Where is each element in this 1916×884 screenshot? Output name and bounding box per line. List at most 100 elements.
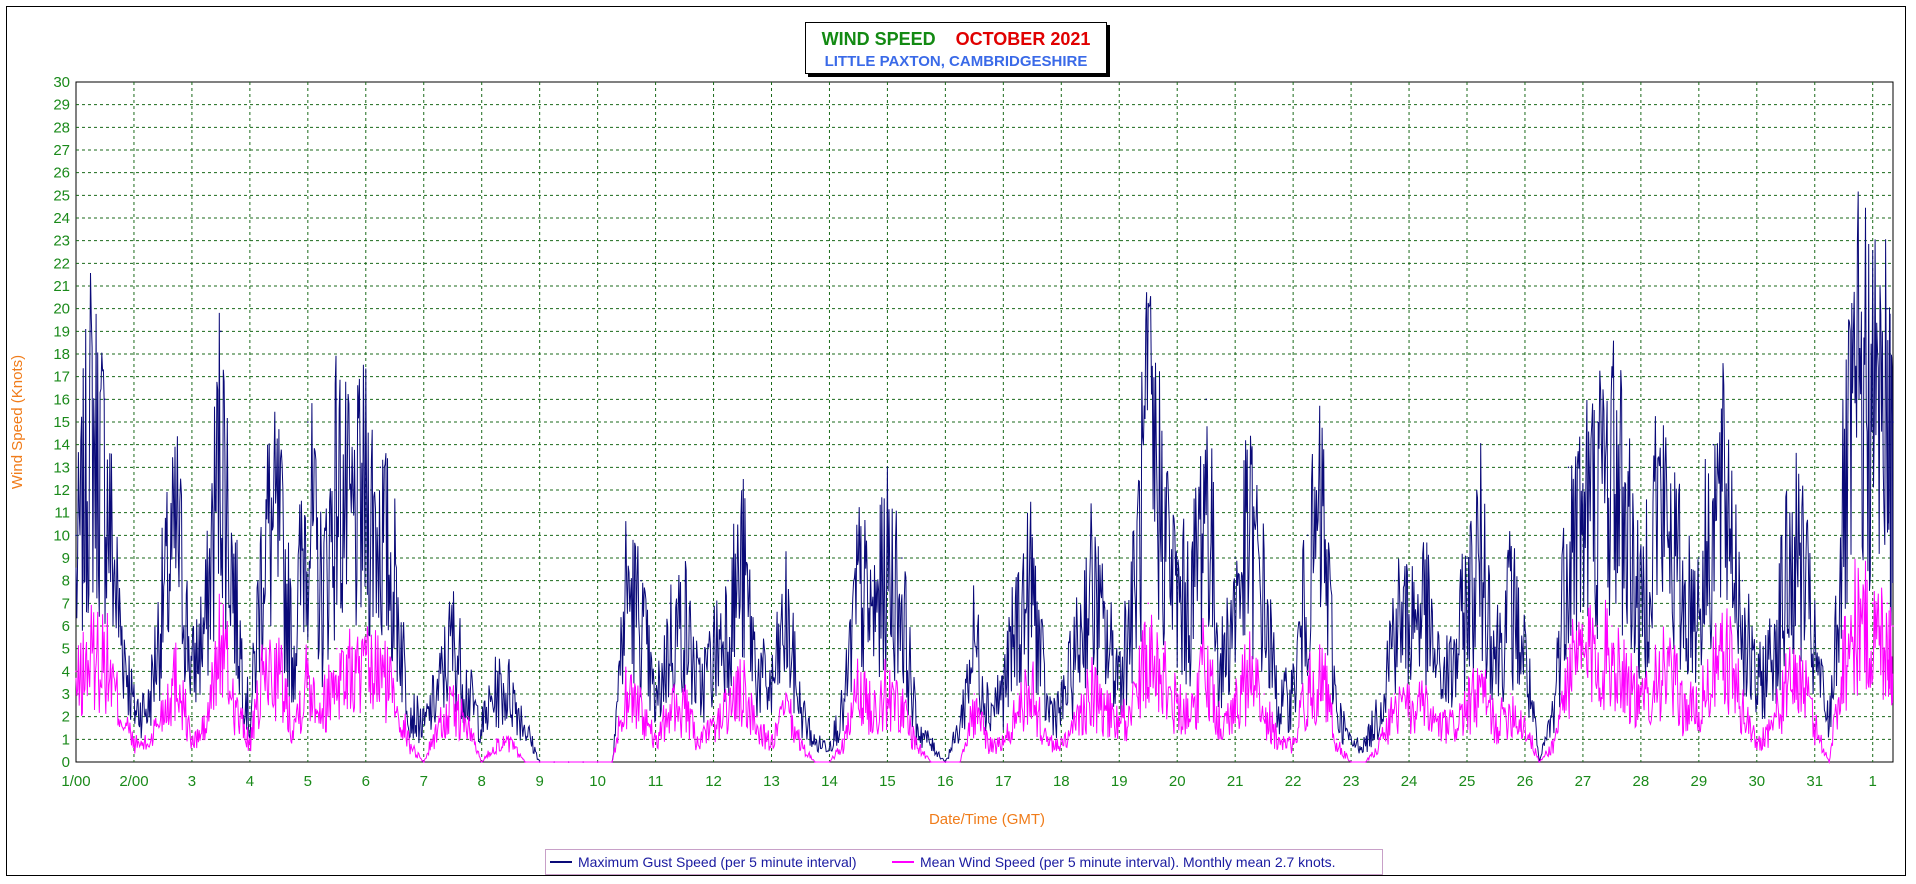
y-tick-label: 1 bbox=[62, 731, 70, 748]
data-point bbox=[147, 738, 150, 741]
y-tick-label: 13 bbox=[53, 459, 70, 476]
data-point bbox=[408, 738, 411, 741]
data-point bbox=[930, 761, 932, 763]
data-point bbox=[1321, 443, 1323, 446]
data-point bbox=[205, 579, 208, 582]
data-point bbox=[1669, 466, 1671, 469]
y-tick-label: 12 bbox=[53, 482, 70, 499]
data-point bbox=[785, 579, 787, 582]
data-point bbox=[1466, 557, 1468, 559]
data-point bbox=[1640, 693, 1642, 695]
data-point bbox=[1364, 761, 1367, 763]
data-point bbox=[1205, 625, 1207, 627]
data-point bbox=[263, 466, 266, 469]
data-point bbox=[234, 557, 237, 559]
data-point bbox=[1770, 715, 1773, 718]
data-point bbox=[176, 647, 179, 650]
data-point bbox=[1799, 489, 1802, 491]
y-tick-label: 5 bbox=[62, 641, 70, 658]
data-point bbox=[1524, 625, 1526, 627]
x-tick-label: 5 bbox=[304, 773, 312, 790]
data-point bbox=[1842, 625, 1845, 627]
y-tick-label: 18 bbox=[53, 346, 70, 363]
x-tick-label: 16 bbox=[937, 773, 954, 790]
data-point bbox=[1770, 625, 1773, 627]
data-point bbox=[1263, 557, 1265, 559]
data-point bbox=[1103, 602, 1106, 605]
data-point bbox=[567, 761, 570, 763]
data-point bbox=[1074, 715, 1077, 718]
data-point bbox=[640, 693, 642, 695]
x-tick-label: 7 bbox=[420, 773, 428, 790]
x-tick-label: 19 bbox=[1111, 773, 1128, 790]
data-point bbox=[1727, 625, 1729, 627]
data-point bbox=[1886, 602, 1889, 605]
data-point bbox=[770, 670, 773, 673]
data-point bbox=[1813, 625, 1816, 627]
data-point bbox=[828, 761, 831, 763]
data-point bbox=[1799, 647, 1802, 650]
data-point bbox=[582, 761, 584, 763]
data-point bbox=[379, 466, 382, 469]
x-tick-label: 13 bbox=[763, 773, 780, 790]
data-point bbox=[1451, 647, 1454, 650]
x-tick-label: 24 bbox=[1401, 773, 1418, 790]
data-point bbox=[1784, 670, 1787, 673]
data-point bbox=[1669, 647, 1671, 650]
data-point bbox=[437, 670, 440, 673]
data-point bbox=[509, 738, 512, 741]
data-point bbox=[1335, 693, 1338, 695]
data-point bbox=[625, 670, 628, 673]
data-point bbox=[669, 693, 671, 695]
x-tick-label: 15 bbox=[879, 773, 896, 790]
data-point bbox=[451, 602, 454, 605]
data-point bbox=[1755, 738, 1758, 741]
data-point bbox=[1422, 693, 1425, 695]
data-point bbox=[1248, 647, 1251, 650]
chart-title-month: OCTOBER 2021 bbox=[955, 29, 1091, 49]
data-point bbox=[220, 330, 222, 333]
data-point bbox=[1553, 693, 1555, 695]
data-point bbox=[249, 715, 251, 718]
data-point bbox=[1698, 693, 1700, 695]
data-point bbox=[1002, 738, 1005, 741]
data-point bbox=[915, 715, 918, 718]
data-point bbox=[1654, 647, 1657, 650]
legend: Maximum Gust Speed (per 5 minute interva… bbox=[545, 849, 1383, 875]
y-tick-label: 3 bbox=[62, 686, 70, 703]
x-axis-title: Date/Time (GMT) bbox=[929, 811, 1045, 828]
data-point bbox=[75, 534, 77, 537]
y-tick-label: 4 bbox=[62, 663, 70, 680]
data-point bbox=[538, 761, 541, 763]
x-tick-label: 20 bbox=[1169, 773, 1186, 790]
data-point bbox=[524, 761, 526, 763]
y-tick-label: 20 bbox=[53, 301, 70, 318]
y-tick-label: 15 bbox=[53, 414, 70, 431]
data-point bbox=[712, 625, 715, 627]
y-tick-label: 29 bbox=[53, 97, 70, 114]
data-point bbox=[1393, 693, 1396, 695]
y-tick-label: 28 bbox=[53, 119, 70, 136]
data-point bbox=[1538, 761, 1541, 763]
y-tick-label: 23 bbox=[53, 233, 70, 250]
data-point bbox=[495, 738, 497, 741]
data-point bbox=[1306, 534, 1309, 537]
data-point bbox=[1277, 693, 1280, 695]
data-point bbox=[901, 693, 903, 695]
data-point bbox=[1393, 579, 1396, 582]
data-point bbox=[336, 398, 338, 401]
y-tick-label: 10 bbox=[53, 527, 70, 544]
y-tick-label: 27 bbox=[53, 142, 70, 159]
y-tick-label: 19 bbox=[53, 323, 70, 340]
y-tick-label: 22 bbox=[53, 255, 70, 272]
data-point bbox=[1350, 761, 1352, 763]
y-tick-label: 30 bbox=[53, 74, 70, 91]
data-point bbox=[1176, 693, 1179, 695]
data-point bbox=[973, 602, 976, 605]
data-point bbox=[1176, 557, 1179, 559]
data-point bbox=[741, 670, 744, 673]
data-point bbox=[1712, 443, 1715, 446]
data-point bbox=[307, 647, 309, 650]
data-point bbox=[886, 511, 889, 514]
